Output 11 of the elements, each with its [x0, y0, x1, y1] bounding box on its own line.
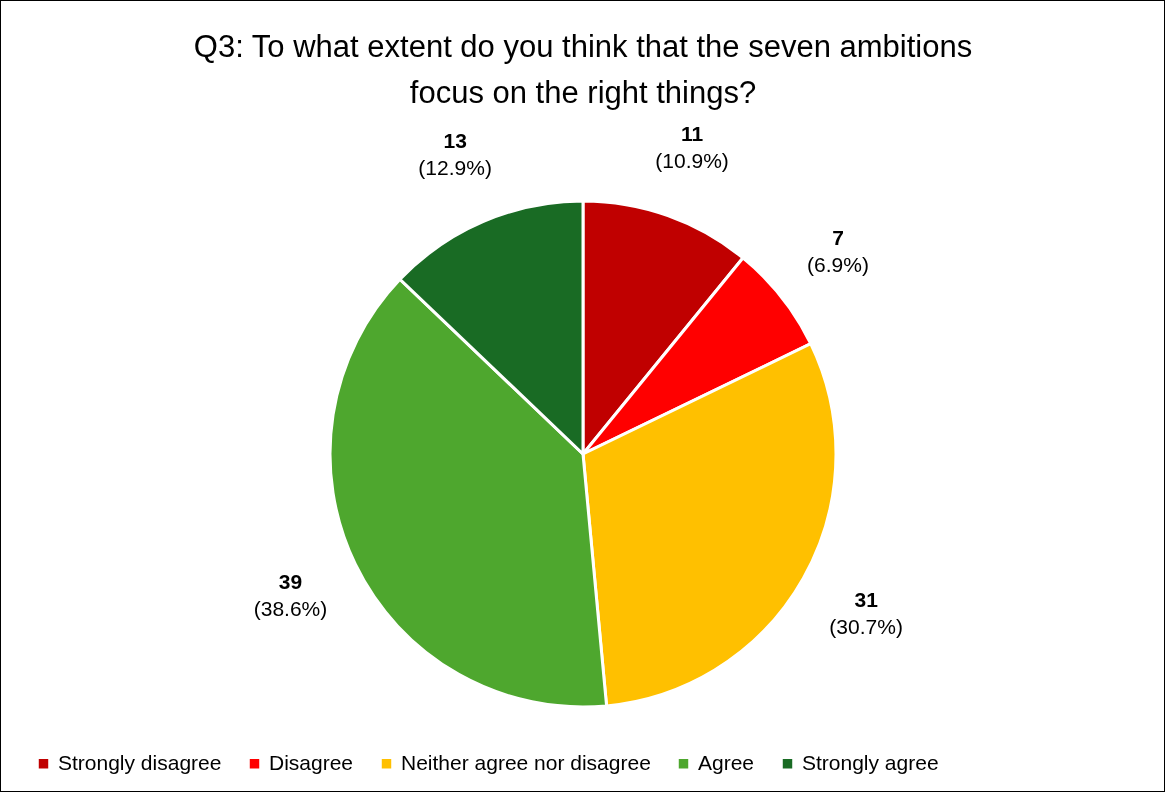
text: 11 (10.9%): [655, 121, 729, 172]
text: 31 (30.7%): [829, 587, 903, 638]
legend-label: Neither agree nor disagree: [401, 750, 651, 774]
legend-label: Strongly disagree: [58, 750, 222, 774]
text: 39 (38.6%): [253, 569, 328, 620]
legend-label: Agree: [698, 750, 755, 774]
legend-label: Disagree: [269, 750, 354, 774]
text: 7 (6.9%): [807, 226, 869, 277]
chart-title: Q3: To what extent do you think that the seven ambitions focus on the right things?: [193, 28, 973, 110]
text: 13 (12.9%): [418, 129, 492, 180]
legend-label: Strongly agree: [802, 750, 939, 774]
